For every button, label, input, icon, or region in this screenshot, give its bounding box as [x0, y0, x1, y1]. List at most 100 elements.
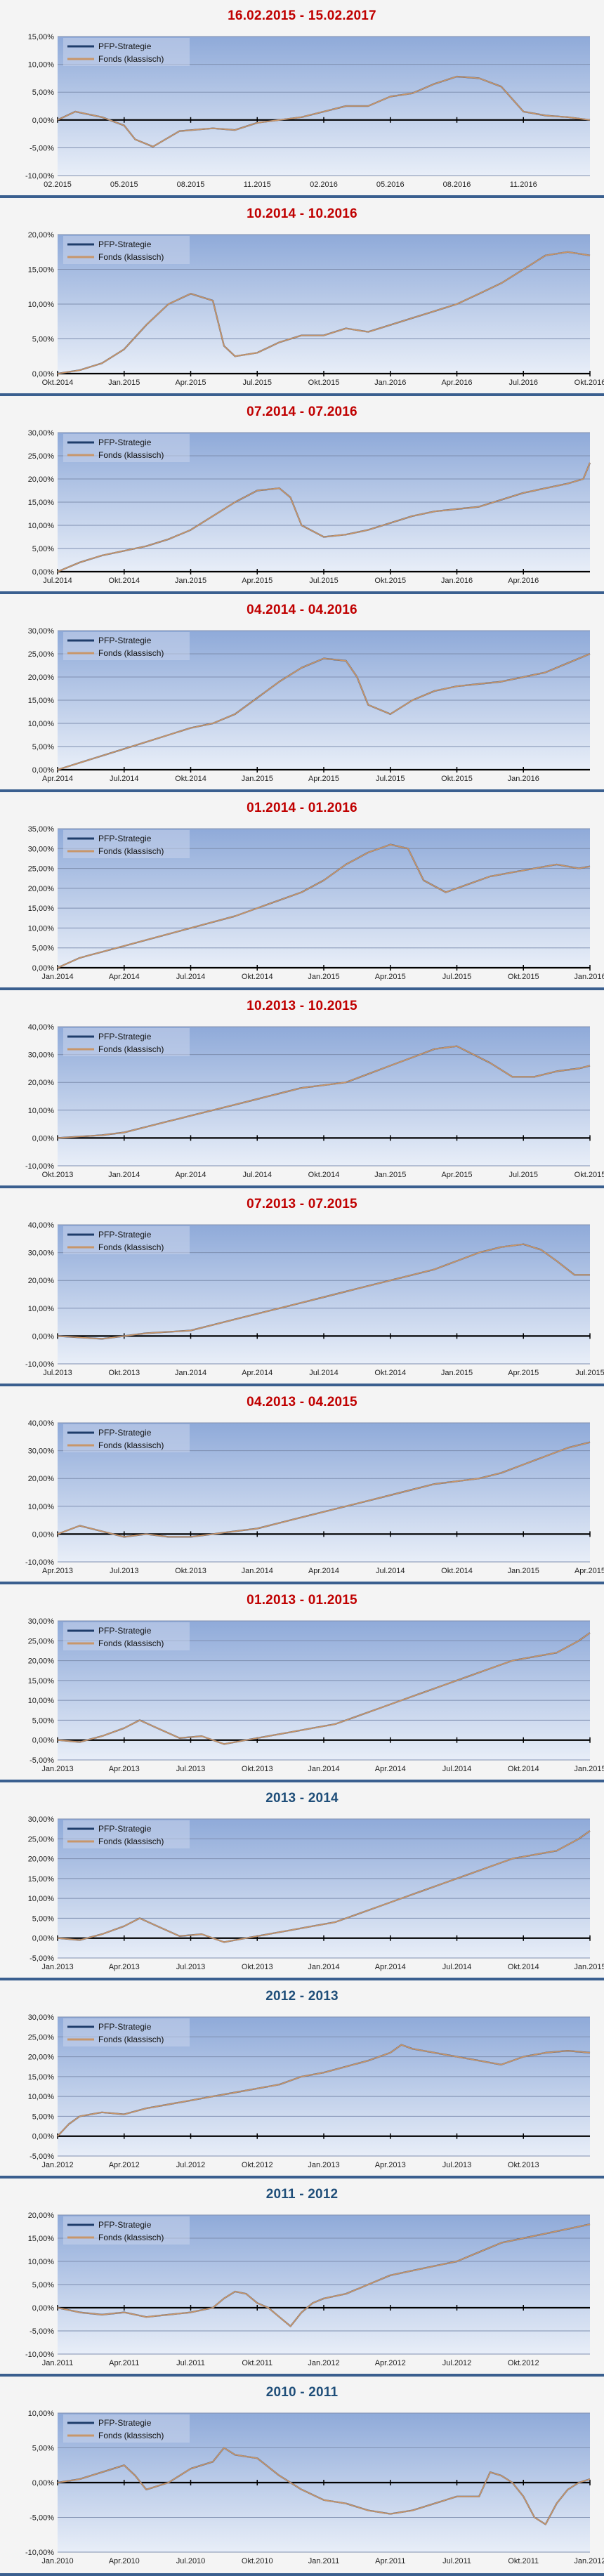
x-tick-label: Okt.2014: [374, 1369, 406, 1377]
y-tick-label: 20,00%: [28, 475, 55, 484]
series-line-fund: [57, 1441, 591, 1538]
legend: PFP-Strategie Fonds (klassisch): [63, 1424, 190, 1452]
x-tick-label: Apr.2013: [109, 1765, 140, 1773]
x-tick-label: Jan.2012: [308, 2359, 339, 2367]
legend-label: PFP-Strategie: [98, 1032, 152, 1041]
series-line-fund: [57, 1830, 591, 1943]
chart-panel: 07.2014 - 07.2016 30,00% 25,00% 20,00% 15,00…: [0, 396, 604, 594]
x-tick-label: Apr.2011: [109, 2359, 139, 2367]
y-tick-label: 30,00%: [28, 1617, 55, 1626]
x-tick-label: Okt.2014: [108, 577, 140, 585]
x-tick-label: Apr.2015: [308, 775, 339, 783]
legend: PFP-Strategie Fonds (klassisch): [63, 830, 190, 858]
x-tick-label: Jul.2014: [242, 1171, 272, 1179]
y-tick-label: 0,00%: [32, 2304, 54, 2313]
series-line-fund: [57, 251, 591, 374]
x-tick-label: Okt.2014: [308, 1171, 340, 1179]
legend: PFP-Strategie Fonds (klassisch): [63, 1820, 190, 1848]
x-tick-label: Okt.2015: [575, 1171, 604, 1179]
x-tick-label: Jan.2015: [308, 973, 339, 981]
x-tick-label: Jul.2013: [176, 1765, 206, 1773]
y-tick-label: 10,00%: [28, 924, 55, 933]
y-tick-label: 30,00%: [28, 2013, 55, 2022]
x-tick-label: Apr.2014: [375, 1765, 406, 1773]
y-tick-label: -5,00%: [29, 144, 54, 152]
y-tick-label: -10,00%: [25, 2549, 54, 2557]
y-tick-label: 0,00%: [32, 1737, 54, 1745]
x-tick-label: Apr.2011: [375, 2557, 405, 2565]
chart-panel: 16.02.2015 - 15.02.2017 15,00% 10,00% 5,00%…: [0, 0, 604, 198]
y-tick-label: 25,00%: [28, 865, 55, 874]
legend-label: PFP-Strategie: [98, 438, 152, 447]
y-tick-label: 5,00%: [32, 545, 54, 553]
x-tick-label: 11.2016: [510, 180, 537, 189]
legend-label: PFP-Strategie: [98, 1626, 152, 1636]
chart-title: 01.2014 - 01.2016: [247, 801, 357, 815]
legend-label: Fonds (klassisch): [98, 1836, 164, 1846]
chart-panel: 10.2013 - 10.2015 40,00% 30,00% 20,00% 10,00…: [0, 990, 604, 1188]
y-tick-label: 20,00%: [28, 2053, 55, 2062]
x-tick-label: Okt.2012: [242, 2161, 273, 2169]
legend-label: Fonds (klassisch): [98, 1638, 164, 1648]
line-chart: 30,00% 25,00% 20,00% 15,00% 10,00% 5,00% 0,00%…: [28, 2013, 591, 2169]
x-tick-label: Jul.2014: [110, 775, 139, 783]
x-tick-label: Jan.2014: [308, 1963, 339, 1971]
x-tick-label: Jan.2013: [41, 1963, 73, 1971]
y-tick-label: 15,00%: [28, 499, 55, 507]
y-tick-label: 15,00%: [28, 266, 55, 275]
y-tick-label: 20,00%: [28, 1657, 55, 1666]
y-tick-label: 0,00%: [32, 1530, 54, 1539]
y-tick-label: -5,00%: [29, 2327, 54, 2336]
series-line-fund: [57, 462, 591, 572]
y-tick-label: 30,00%: [28, 1447, 55, 1456]
y-tick-label: -5,00%: [29, 2514, 54, 2523]
x-tick-label: Okt.2011: [508, 2557, 539, 2565]
x-tick-label: Okt.2013: [242, 1963, 273, 1971]
y-tick-label: 20,00%: [28, 2212, 55, 2220]
series-line-fund: [57, 1632, 591, 1745]
x-tick-label: Okt.2014: [242, 973, 273, 981]
chart-title: 16.02.2015 - 15.02.2017: [228, 8, 376, 23]
y-tick-label: 0,00%: [32, 2133, 54, 2141]
x-tick-label: Jan.2014: [41, 973, 73, 981]
legend-label: PFP-Strategie: [98, 2418, 152, 2428]
chart-panel: 10.2014 - 10.2016 20,00% 15,00% 10,00% 5,00%…: [0, 198, 604, 396]
y-tick-label: 5,00%: [32, 945, 54, 953]
line-chart: 15,00%10,00%5,00%0,00%-5,00%-10,00%02.20…: [25, 33, 591, 189]
legend-label: PFP-Strategie: [98, 1824, 152, 1834]
y-tick-label: 10,00%: [28, 1503, 55, 1511]
y-tick-label: 25,00%: [28, 2033, 55, 2042]
x-tick-label: Jan.2015: [374, 1171, 406, 1179]
x-tick-label: Jul.2015: [376, 775, 405, 783]
x-tick-label: 02.2015: [44, 180, 72, 189]
y-tick-label: 25,00%: [28, 1835, 55, 1844]
x-tick-label: Okt.2015: [508, 973, 539, 981]
x-tick-label: Jul.2014: [442, 1765, 472, 1773]
x-tick-label: Jul.2014: [176, 973, 206, 981]
chart-panel: 2012 - 2013 30,00% 25,00% 20,00% 15,00% 10,00…: [0, 1980, 604, 2179]
x-tick-label: Apr.2016: [508, 577, 539, 585]
x-tick-label: Jul.2011: [176, 2359, 205, 2367]
y-tick-label: 30,00%: [28, 627, 55, 636]
legend: PFP-Strategie Fonds (klassisch): [63, 2018, 190, 2046]
x-tick-label: 11.2015: [244, 180, 271, 189]
line-chart: 30,00% 25,00% 20,00% 15,00% 10,00% 5,00% 0,00%…: [28, 1617, 604, 1773]
series-line-fund: [57, 1243, 590, 1340]
line-chart: 40,00%30,00%20,00%10,00%0,00%-10,00%Okt.…: [25, 1023, 604, 1179]
legend-label: Fonds (klassisch): [98, 252, 164, 262]
x-tick-label: Jan.2015: [242, 775, 273, 783]
x-tick-label: Jul.2013: [442, 2161, 472, 2169]
chart-title: 10.2014 - 10.2016: [247, 206, 357, 221]
y-tick-label: 25,00%: [28, 650, 55, 659]
x-tick-label: Apr.2013: [109, 1963, 140, 1971]
x-tick-label: 05.2016: [376, 180, 405, 189]
y-tick-label: 10,00%: [28, 522, 55, 530]
x-tick-label: Jan.2011: [42, 2359, 73, 2367]
x-tick-label: Jan.2015: [108, 379, 140, 387]
y-tick-label: 0,00%: [32, 1935, 54, 1943]
line-chart: 10,00% 5,00% 0,00% -5,00% -10,00%Jan.2010 Apr…: [25, 2410, 604, 2565]
legend-label: Fonds (klassisch): [98, 1044, 164, 1054]
y-tick-label: 30,00%: [28, 1815, 55, 1824]
legend-label: Fonds (klassisch): [98, 1440, 164, 1450]
y-tick-label: 10,00%: [28, 1305, 55, 1313]
